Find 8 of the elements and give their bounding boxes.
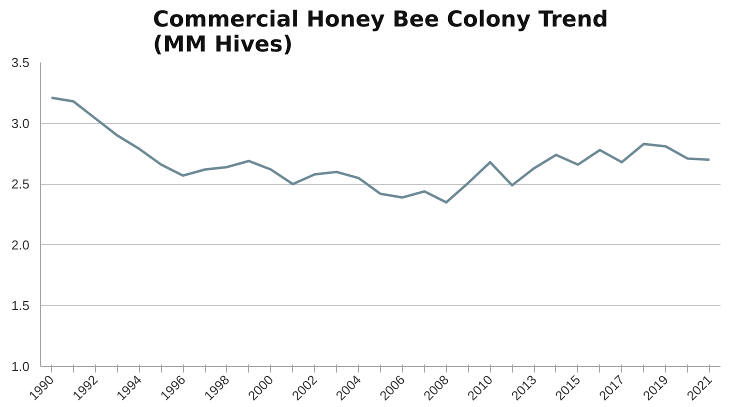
y-tick-label: 1.0: [11, 359, 30, 374]
y-tick-label: 3.0: [11, 116, 30, 131]
y-tick-label: 3.5: [11, 55, 30, 70]
y-tick-label: 2.5: [11, 176, 30, 192]
y-tick-label: 1.5: [11, 298, 30, 314]
line-series: [50, 96, 711, 204]
chart-title: Commercial Honey Bee Colony Trend (MM Hives): [152, 8, 608, 58]
y-tick-label: 2.0: [11, 237, 30, 252]
